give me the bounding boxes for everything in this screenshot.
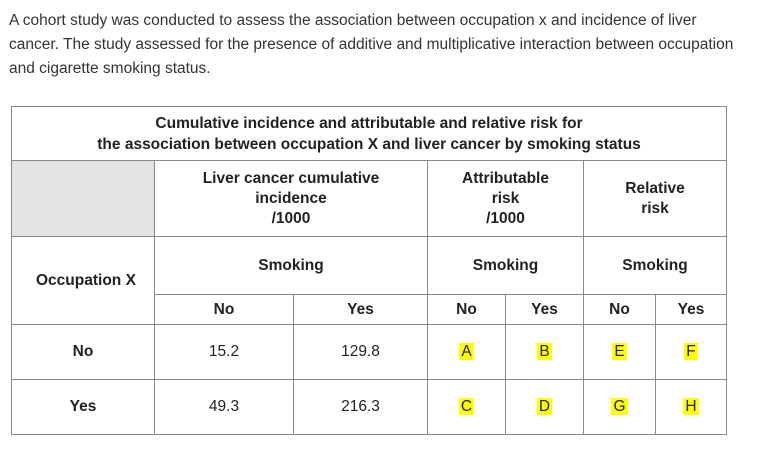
rr-no-occ-yes-cell: G	[583, 379, 656, 435]
ar-no-occ-no-cell: A	[427, 324, 506, 380]
ar-yes-occ-no-cell: B	[505, 324, 584, 380]
subheader-ar-no: No	[427, 294, 506, 325]
subheader-ar-yes: Yes	[505, 294, 584, 325]
empty-corner-cell	[11, 160, 155, 237]
results-table: Cumulative incidence and attributable an…	[10, 106, 728, 435]
cell-h-highlight: H	[683, 398, 699, 415]
smoking-header-ar: Smoking	[427, 236, 584, 295]
header-ar-line3: /1000	[486, 209, 525, 227]
header-rr-line1: Relative	[625, 179, 685, 197]
intro-paragraph: A cohort study was conducted to assess t…	[9, 12, 734, 77]
table-title-line2: the association between occupation X and…	[97, 135, 641, 153]
table-row: No 15.2 129.8 A B E F	[11, 324, 728, 380]
row-label-no: No	[11, 324, 155, 380]
cell-c-highlight: C	[458, 398, 475, 415]
ar-yes-occ-yes-cell: D	[505, 379, 584, 435]
cell-d-highlight: D	[536, 398, 553, 415]
table-title-line1: Cumulative incidence and attributable an…	[155, 114, 583, 132]
cell-a-highlight: A	[459, 343, 474, 360]
header-ar-line2: risk	[491, 189, 520, 207]
header-ci-line2: incidence	[255, 189, 327, 207]
header-ar-line1: Attributable	[462, 169, 549, 187]
table-row: Yes 49.3 216.3 C D G H	[11, 379, 728, 435]
header-ci-line3: /1000	[271, 209, 311, 227]
ci-no-occ-no: 15.2	[154, 324, 294, 380]
row-label-yes: Yes	[11, 379, 155, 435]
smoking-header-rr: Smoking	[582, 236, 728, 295]
ar-no-occ-yes-cell: C	[427, 379, 506, 435]
ci-yes-occ-yes: 216.3	[293, 379, 428, 435]
ci-yes-occ-no: 129.8	[293, 324, 428, 380]
header-attributable-risk: Attributable risk /1000	[427, 160, 584, 237]
ci-no-occ-yes: 49.3	[154, 379, 294, 435]
table-title: Cumulative incidence and attributable an…	[10, 106, 728, 161]
subheader-ci-yes: Yes	[293, 294, 428, 325]
rr-no-occ-no-cell: E	[583, 324, 656, 380]
header-rr-line2: risk	[641, 199, 669, 217]
header-relative-risk: Relative risk	[582, 160, 728, 237]
cell-e-highlight: E	[612, 343, 627, 360]
smoking-header-ci: Smoking	[154, 236, 428, 295]
cell-f-highlight: F	[684, 343, 698, 360]
rr-yes-occ-yes-cell: H	[654, 379, 728, 435]
subheader-rr-yes: Yes	[654, 294, 728, 325]
subheader-rr-no: No	[583, 294, 656, 325]
header-ci-line1: Liver cancer cumulative	[202, 169, 380, 187]
cell-b-highlight: B	[537, 343, 552, 360]
row-group-label: Occupation X	[11, 236, 155, 325]
header-cumulative-incidence: Liver cancer cumulative incidence /1000	[154, 160, 428, 237]
rr-yes-occ-no-cell: F	[654, 324, 728, 380]
subheader-ci-no: No	[154, 294, 294, 325]
cell-g-highlight: G	[611, 398, 628, 415]
